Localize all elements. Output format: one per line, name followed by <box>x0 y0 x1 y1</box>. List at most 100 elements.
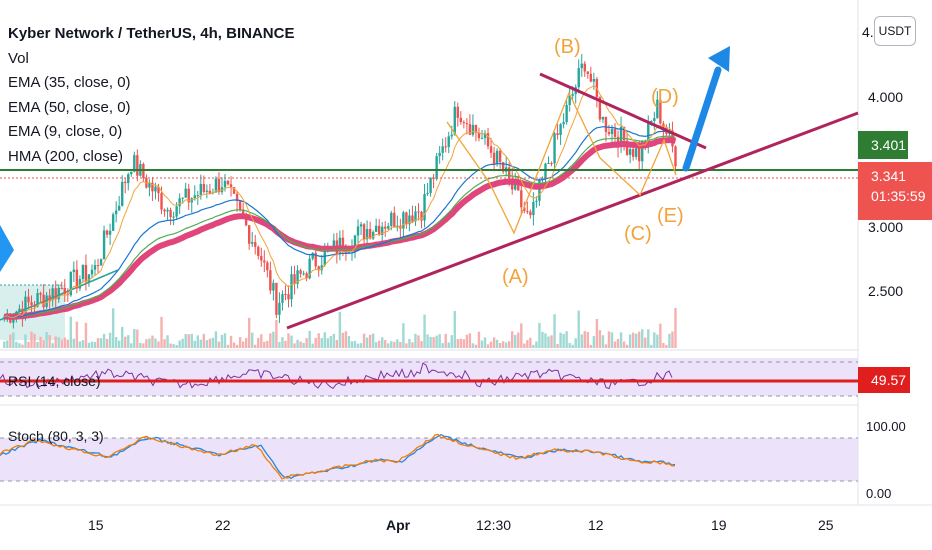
volume-bar <box>287 333 290 348</box>
rsi-path <box>0 362 673 390</box>
volume-bar <box>78 341 82 348</box>
candle-body <box>517 182 520 191</box>
candle-body <box>571 94 574 96</box>
candle-body <box>169 209 172 218</box>
volume-bar <box>568 343 571 348</box>
candle-body <box>420 211 423 221</box>
volume-bar <box>45 332 48 348</box>
volume-bar <box>133 328 136 348</box>
volume-bar <box>314 337 317 348</box>
volume-bar <box>247 317 251 348</box>
candle-body <box>423 194 426 221</box>
volume-bar <box>426 334 429 348</box>
candle-body <box>257 246 260 256</box>
candle-body <box>408 215 411 225</box>
symbol-title[interactable]: Kyber Network / TetherUS, 4h, BINANCE <box>8 25 295 42</box>
volume-bar <box>320 337 323 348</box>
candle-body <box>72 269 76 273</box>
green-price-tag: 3.401 <box>858 131 908 159</box>
candle-body <box>105 230 109 235</box>
candle-body <box>489 146 493 153</box>
candle-body <box>405 212 408 225</box>
candle-body <box>520 190 523 208</box>
rsi-label[interactable]: RSI (14, close) <box>8 373 101 389</box>
candle-body <box>124 181 127 184</box>
volume-bar <box>468 333 472 348</box>
volume-bar <box>396 339 399 348</box>
volume-bar <box>111 308 115 348</box>
volume-bar <box>57 337 60 348</box>
legend-ema9[interactable]: EMA (9, close, 0) <box>8 123 123 140</box>
candle-body <box>577 68 580 88</box>
volume-bar <box>205 340 209 348</box>
volume-bar <box>638 331 641 348</box>
volume-bar <box>269 333 272 348</box>
candle-body <box>181 197 184 199</box>
candle-body <box>193 195 196 199</box>
candle-body <box>302 273 305 275</box>
candle-body <box>226 180 230 185</box>
volume-bar <box>272 331 275 348</box>
time-tick-25: 25 <box>818 517 834 533</box>
candle-body <box>266 262 269 271</box>
countdown-timer: 01:35:59 <box>871 188 926 204</box>
volume-bar <box>184 333 187 348</box>
candle-body <box>235 193 239 202</box>
candle-body <box>166 209 169 212</box>
stoch-label[interactable]: Stoch (80, 3, 3) <box>8 428 104 444</box>
volume-bar <box>9 334 12 348</box>
red-price-tag: 3.341 01:35:59 <box>858 162 932 220</box>
volume-bar <box>350 341 354 348</box>
volume-bar <box>571 344 574 348</box>
volume-bar <box>610 332 614 348</box>
legend-hma[interactable]: HMA (200, close) <box>8 147 124 165</box>
candle-body <box>547 162 550 164</box>
volume-bar <box>598 330 602 348</box>
volume-bar <box>653 332 656 348</box>
candle-body <box>453 106 456 135</box>
legend-ema50[interactable]: EMA (50, close, 0) <box>8 98 131 116</box>
candle-body <box>492 152 496 165</box>
volume-bar <box>160 316 163 348</box>
candle-body <box>429 177 432 194</box>
candle-body <box>381 226 384 235</box>
volume-bar <box>278 342 281 348</box>
volume-bar <box>317 333 320 348</box>
volume-bar <box>444 333 447 348</box>
candle-body <box>275 282 278 315</box>
volume-bar <box>296 339 299 348</box>
volume-bar <box>462 339 466 348</box>
candle-body <box>650 120 653 122</box>
volume-bar <box>535 341 538 348</box>
volume-bar <box>81 340 85 348</box>
candle-body <box>384 226 387 229</box>
candle-body <box>550 162 553 164</box>
volume-bar <box>36 342 39 348</box>
lower-trendline <box>286 111 859 330</box>
currency-button[interactable]: USDT <box>874 16 916 46</box>
volume-bar <box>235 344 239 348</box>
volume-bar <box>326 338 329 348</box>
candle-body <box>223 180 227 188</box>
candle-body <box>483 133 487 139</box>
candle-body <box>559 124 562 135</box>
volume-bar <box>604 344 608 348</box>
volume-bar <box>583 331 586 348</box>
candle-body <box>51 288 54 301</box>
legend-vol[interactable]: Vol <box>8 49 29 67</box>
candle-body <box>601 116 605 120</box>
volume-bar <box>254 344 257 348</box>
ema50-line <box>4 135 676 318</box>
candle-body <box>411 215 414 222</box>
candle-body <box>390 212 393 226</box>
candle-body <box>444 146 447 148</box>
legend-ema35[interactable]: EMA (35, close, 0) <box>8 74 131 91</box>
volume-bar <box>574 338 577 348</box>
candle-body <box>27 296 30 303</box>
volume-bar <box>196 335 199 348</box>
candle-body <box>39 293 42 295</box>
volume-bar <box>163 339 166 348</box>
ema9-line <box>4 85 676 318</box>
candle-body <box>57 287 60 300</box>
